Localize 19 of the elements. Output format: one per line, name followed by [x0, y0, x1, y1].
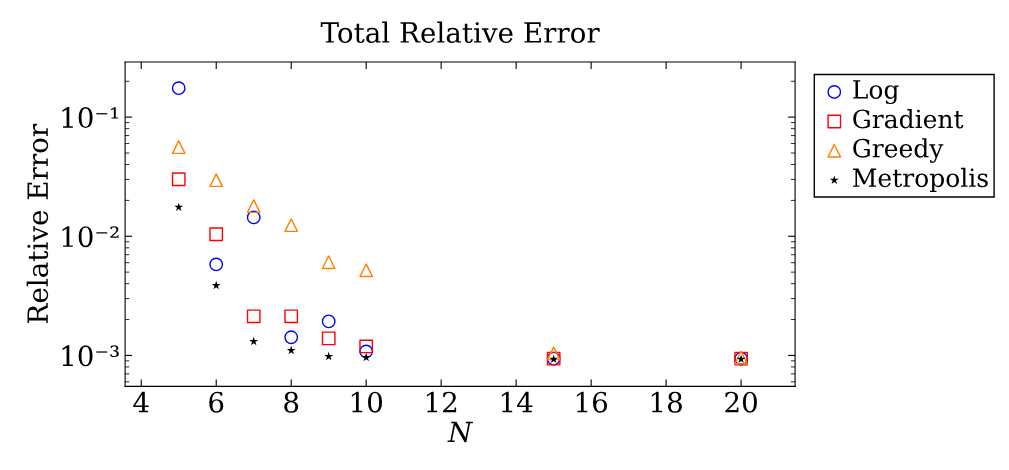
y-axis-title: Relative Error [26, 123, 49, 323]
x-tick-label: 12 [426, 391, 457, 413]
legend-label: Greedy [853, 138, 944, 163]
y-tick-label: 10⁻³ [62, 345, 119, 367]
chart-title: Total Relative Error [320, 21, 600, 43]
x-axis-title: N [447, 421, 474, 443]
y-tick-label: 10⁻² [62, 226, 119, 248]
x-tick-label: 10 [351, 391, 383, 413]
y-tick-label: 10⁻¹ [62, 107, 119, 129]
x-tick-label: 6 [209, 391, 224, 413]
x-tick-label: 8 [284, 391, 299, 413]
x-tick-label: 14 [501, 391, 533, 413]
x-tick-label: 18 [651, 391, 682, 413]
legend-label: Log [853, 80, 899, 105]
x-tick-label: 16 [576, 391, 608, 413]
x-tick-label: 4 [133, 391, 149, 413]
x-tick-label: 20 [725, 391, 757, 413]
legend-label: Metropolis [853, 167, 988, 193]
legend-label: Gradient [853, 109, 964, 129]
